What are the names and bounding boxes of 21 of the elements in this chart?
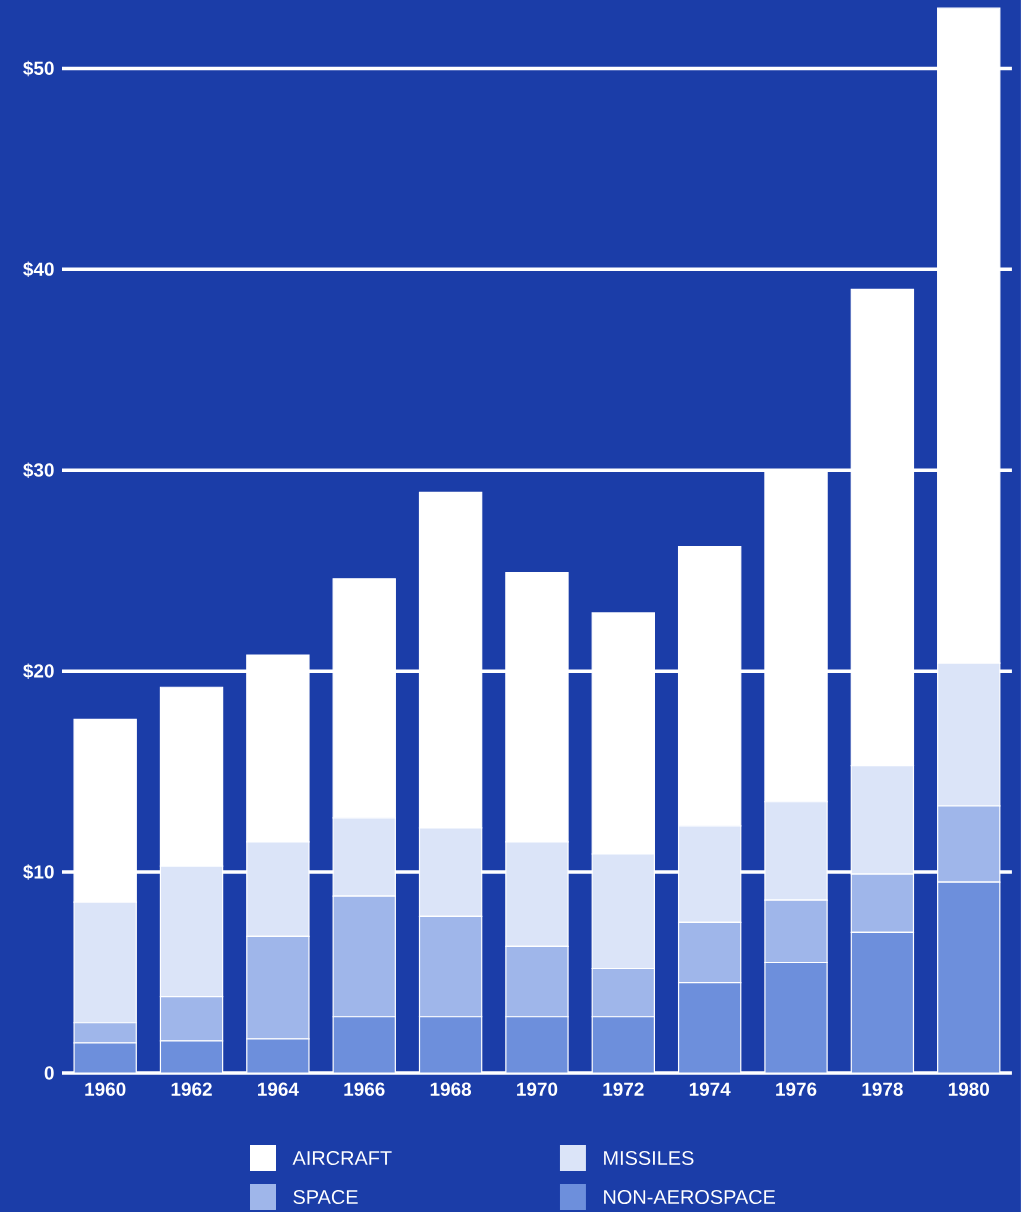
x-tick-label: 1976: [776, 1082, 817, 1096]
x-tick-label: 1966: [344, 1082, 385, 1096]
x-tick-label: 1968: [430, 1082, 472, 1096]
legend-label: MISSILES: [604, 1150, 694, 1166]
y-tick-label: $10: [23, 864, 54, 880]
y-tick-label: 0: [44, 1066, 54, 1080]
x-tick-label: 1980: [948, 1082, 990, 1096]
x-tick-label: 1964: [258, 1082, 299, 1096]
x-tick-label: 1970: [517, 1082, 558, 1096]
y-tick-label: $50: [23, 60, 54, 77]
x-tick-label: 1962: [171, 1082, 212, 1096]
y-tick-label: $20: [23, 663, 54, 679]
x-tick-label: 1972: [603, 1082, 644, 1096]
legend-label: SPACE: [293, 1189, 358, 1205]
legend-label: NON-AEROSPACE: [604, 1189, 776, 1205]
y-tick-label: $30: [23, 462, 54, 478]
x-tick-label: 1978: [862, 1082, 903, 1096]
x-tick-label: 1974: [689, 1082, 731, 1096]
legend-label: AIRCRAFT: [292, 1150, 392, 1166]
y-tick-label: $40: [23, 261, 54, 278]
x-tick-label: 1960: [85, 1082, 126, 1096]
